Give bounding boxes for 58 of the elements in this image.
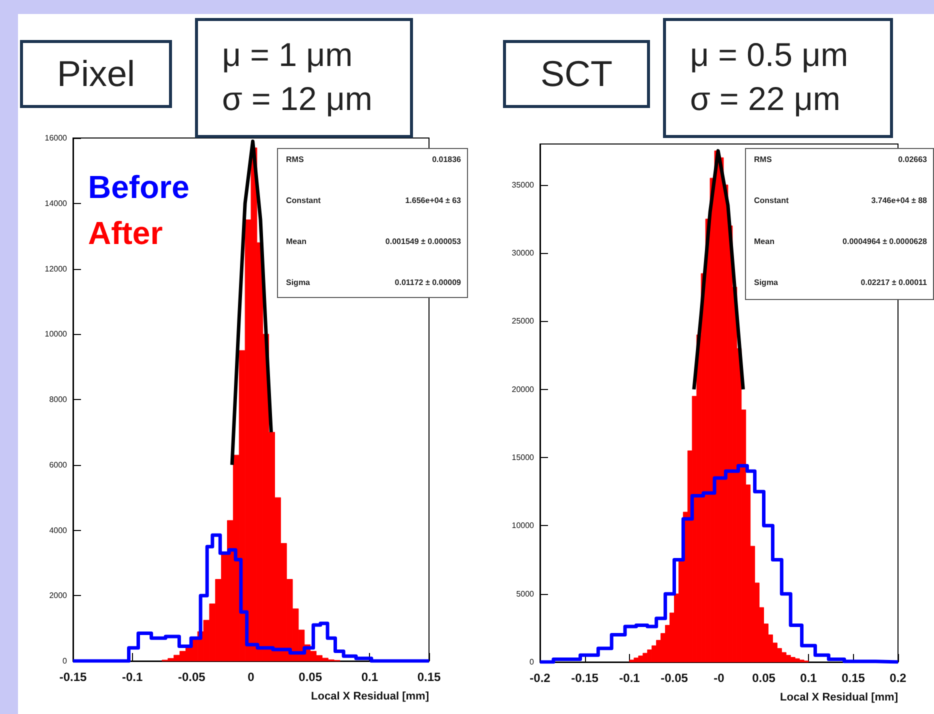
label-box: SCT [503, 40, 650, 108]
x-tick-label: 0.05 [752, 671, 776, 685]
annotation: 1.656e+04 ± 63 [405, 196, 461, 205]
annotation: Mean [754, 237, 774, 246]
line-series [692, 149, 745, 392]
y-tick-label: 8000 [49, 395, 68, 404]
annotation: Constant [286, 196, 321, 205]
annotation: Sigma [754, 278, 778, 287]
y-tick-label: 14000 [44, 198, 68, 208]
x-tick-label: 0.2 [890, 671, 907, 685]
text: 0.01836 [432, 155, 461, 164]
annotation: Mean [286, 237, 306, 246]
y-tick-label: 0 [530, 658, 535, 666]
x-tick-label: 0 [248, 670, 255, 684]
y-tick-label: 16000 [44, 134, 68, 142]
x-tick-label: -0.1 [619, 671, 640, 685]
y-tick-label: 5000 [516, 589, 535, 598]
y-tick-label: 6000 [49, 460, 68, 470]
y-tick-label: 25000 [512, 316, 535, 326]
label-box: Pixel [20, 40, 172, 108]
annotation: 0.01172 ± 0.00009 [394, 278, 461, 287]
x-axis-title: Local X Residual [mm] [311, 690, 430, 702]
y-tick-label: 20000 [512, 384, 535, 394]
annotation: 0.02663 [898, 155, 927, 164]
x-axis-title: Local X Residual [mm] [780, 692, 898, 704]
x-tick-label: 0.15 [417, 670, 441, 684]
x-tick-label: 0.1 [800, 671, 818, 685]
x-tick-label: -0 [714, 671, 725, 685]
text: After [88, 215, 163, 251]
annotation: RMS [286, 155, 304, 164]
y-tick-label: 10000 [512, 521, 535, 530]
annotation: 3.746e+04 ± 88 [871, 196, 927, 205]
label-box: μ = 0.5 μm σ = 22 μm [663, 18, 893, 138]
y-tick-label: 2000 [49, 591, 68, 600]
annotation: 0.001549 ± 0.000053 [385, 237, 461, 246]
y-tick-label: 4000 [49, 526, 68, 535]
annotation: 0.02217 ± 0.00011 [860, 278, 927, 287]
x-tick-label: 0.15 [842, 671, 866, 685]
x-tick-label: -0.05 [660, 671, 688, 685]
y-tick-label: 0 [62, 656, 68, 666]
x-tick-label: -0.15 [59, 670, 87, 684]
annotation: 0.0004964 ± 0.0000628 [842, 237, 927, 246]
x-tick-label: -0.05 [178, 670, 206, 684]
x-tick-label: -0.2 [530, 671, 551, 685]
x-tick-label: 0.1 [361, 670, 378, 684]
y-tick-label: 35000 [512, 180, 535, 190]
y-tick-label: 30000 [512, 248, 535, 258]
y-tick-label: 10000 [44, 330, 68, 339]
x-tick-label: -0.15 [571, 671, 599, 685]
x-tick-label: 0.05 [298, 670, 322, 684]
annotation: Constant [754, 196, 789, 205]
text: Before [88, 169, 190, 205]
annotation: Sigma [286, 278, 310, 287]
y-tick-label: 12000 [44, 264, 68, 274]
annotation: RMS [754, 155, 772, 164]
y-tick-label: 15000 [512, 453, 535, 462]
label-box: μ = 1 μm σ = 12 μm [195, 18, 413, 138]
x-tick-label: -0.1 [122, 670, 143, 684]
